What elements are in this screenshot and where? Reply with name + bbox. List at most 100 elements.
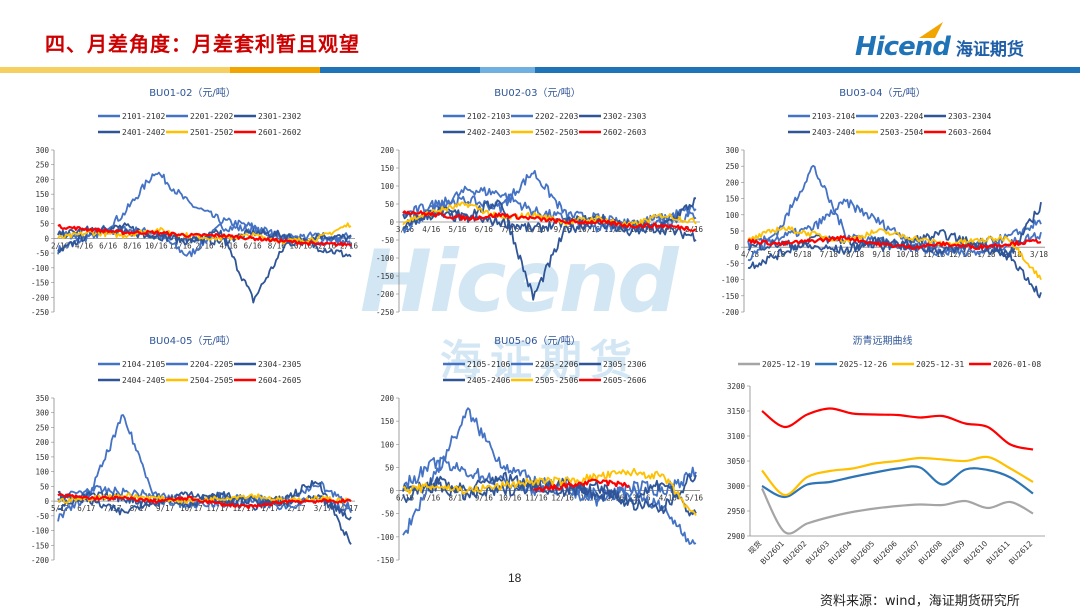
x-tick-label: 4/16: [75, 241, 94, 250]
y-tick-label: -100: [721, 276, 740, 285]
x-tick-label: 4/16: [659, 494, 678, 503]
x-tick-label: 4/18: [741, 250, 760, 259]
y-tick-label: -50: [380, 236, 394, 245]
series-line-2502-2503: [402, 201, 697, 227]
series-line-2303-2304: [747, 201, 1042, 270]
y-tick-label: 100: [35, 205, 49, 214]
chart-title: BU02-03（元/吨）: [494, 86, 581, 99]
y-tick-label: 150: [35, 453, 49, 462]
y-tick-label: 3100: [727, 432, 746, 441]
y-tick-label: -100: [31, 527, 50, 536]
chart-bu02-03: BU02-03（元/吨） 2102-2103 2202-2203 2302-2303 2…: [376, 86, 704, 317]
legend-label: 2301-2302: [258, 112, 302, 121]
y-tick-label: 3000: [727, 482, 746, 491]
y-tick-label: -200: [31, 556, 50, 565]
x-tick-label: 10/16: [290, 241, 313, 250]
y-tick-label: 50: [385, 463, 395, 472]
y-tick-label: 250: [35, 161, 49, 170]
x-tick-label: 12/16: [551, 494, 574, 503]
x-tick-label: 3/18: [1030, 250, 1049, 259]
x-tick-label: 5/16: [449, 225, 468, 234]
x-tick-label: 10/16: [499, 494, 522, 503]
legend-label: 2025-12-19: [762, 360, 810, 369]
x-tick-label: 2/18: [1004, 250, 1023, 259]
x-tick-label: 9/17: [156, 504, 174, 513]
x-tick-label: BU2602: [781, 539, 809, 567]
x-tick-label: BU2606: [872, 539, 900, 567]
x-tick-label: 10/18: [896, 250, 919, 259]
series-line-2105-2106: [402, 407, 697, 536]
y-tick-label: -250: [31, 308, 50, 317]
y-tick-label: 50: [385, 200, 395, 209]
series-line-2026-01-08: [761, 407, 1034, 451]
legend-label: 2501-2502: [190, 128, 234, 137]
y-tick-label: -150: [31, 279, 50, 288]
header-stripe-orange: [230, 67, 320, 73]
y-tick-label: 3050: [727, 457, 746, 466]
legend-label: 2402-2403: [467, 128, 511, 137]
x-tick-label: 5/18: [767, 250, 786, 259]
chart-title: BU03-04（元/吨）: [839, 86, 926, 99]
legend-label: 2604-2605: [258, 376, 302, 385]
x-tick-label: 10/16: [145, 241, 168, 250]
x-tick-label: 6/18: [794, 250, 813, 259]
y-tick-label: -200: [721, 308, 740, 317]
y-tick-label: 50: [730, 227, 740, 236]
chart-bu04-05: BU04-05（元/吨） 2104-2105 2204-2205 2304-2305 2…: [31, 334, 358, 565]
legend-label: 2401-2402: [122, 128, 166, 137]
legend-label: 2102-2103: [467, 112, 511, 121]
logo-cn: 海证期货: [955, 39, 1024, 60]
legend-label: 2605-2606: [603, 376, 647, 385]
y-tick-label: 150: [380, 417, 394, 426]
x-tick-label: 5/16: [685, 494, 704, 503]
x-tick-label: 8/16: [449, 494, 468, 503]
x-tick-label: 10/17: [180, 504, 203, 513]
y-tick-label: 100: [380, 440, 394, 449]
y-tick-label: 200: [35, 438, 49, 447]
x-tick-label: 8/16: [123, 241, 142, 250]
header-stripe-yellow: [0, 67, 230, 73]
legend-label: 2026-01-08: [993, 360, 1041, 369]
x-tick-label: 6/16: [99, 241, 118, 250]
x-tick-label: 12/16: [169, 241, 192, 250]
series-line-2025-12-26: [761, 465, 1034, 499]
x-tick-label: BU2605: [849, 539, 877, 567]
legend-label: 2204-2205: [190, 360, 234, 369]
x-tick-label: 9/18: [872, 250, 891, 259]
legend-label: 2203-2204: [880, 112, 924, 121]
series-line-2205-2206: [402, 456, 697, 545]
x-tick-label: 9/16: [475, 494, 494, 503]
series-line-2601-2602: [57, 223, 352, 247]
legend-label: 2503-2504: [880, 128, 924, 137]
y-tick-label: 0: [389, 218, 394, 227]
legend-label: 2101-2102: [122, 112, 166, 121]
series-line-2605-2606: [533, 478, 630, 492]
y-tick-label: 0: [734, 243, 739, 252]
y-tick-label: 0: [44, 234, 49, 243]
legend-label: 2205-2206: [535, 360, 579, 369]
y-tick-label: 3200: [727, 382, 746, 391]
legend-label: 2104-2105: [122, 360, 166, 369]
x-tick-label: 11/17: [206, 504, 229, 513]
series-line-2402-2403: [402, 210, 697, 242]
y-tick-label: -150: [31, 541, 50, 550]
x-tick-label: 6/16: [244, 241, 263, 250]
x-tick-label: 1/18: [977, 250, 996, 259]
x-tick-label: 2/16: [195, 241, 214, 250]
x-tick-label: 12/18: [949, 250, 972, 259]
series-line-2604-2605: [57, 493, 352, 510]
x-tick-label: 7/16: [422, 494, 441, 503]
x-tick-label: BU2612: [1007, 539, 1035, 567]
y-tick-label: 150: [380, 164, 394, 173]
x-tick-label: BU2609: [939, 539, 967, 567]
x-tick-label: 11/16: [525, 494, 548, 503]
series-line-2305-2306: [402, 471, 697, 517]
chart-bu03-04: BU03-04（元/吨） 2103-2104 2203-2204 2303-2304 2…: [721, 86, 1049, 317]
legend-label: 2505-2506: [535, 376, 579, 385]
series-line-2505-2506: [402, 467, 697, 516]
legend-label: 2202-2203: [535, 112, 579, 121]
x-tick-label: 6/17: [77, 504, 95, 513]
legend-label: 2103-2104: [812, 112, 856, 121]
x-tick-label: 3/17: [314, 504, 332, 513]
